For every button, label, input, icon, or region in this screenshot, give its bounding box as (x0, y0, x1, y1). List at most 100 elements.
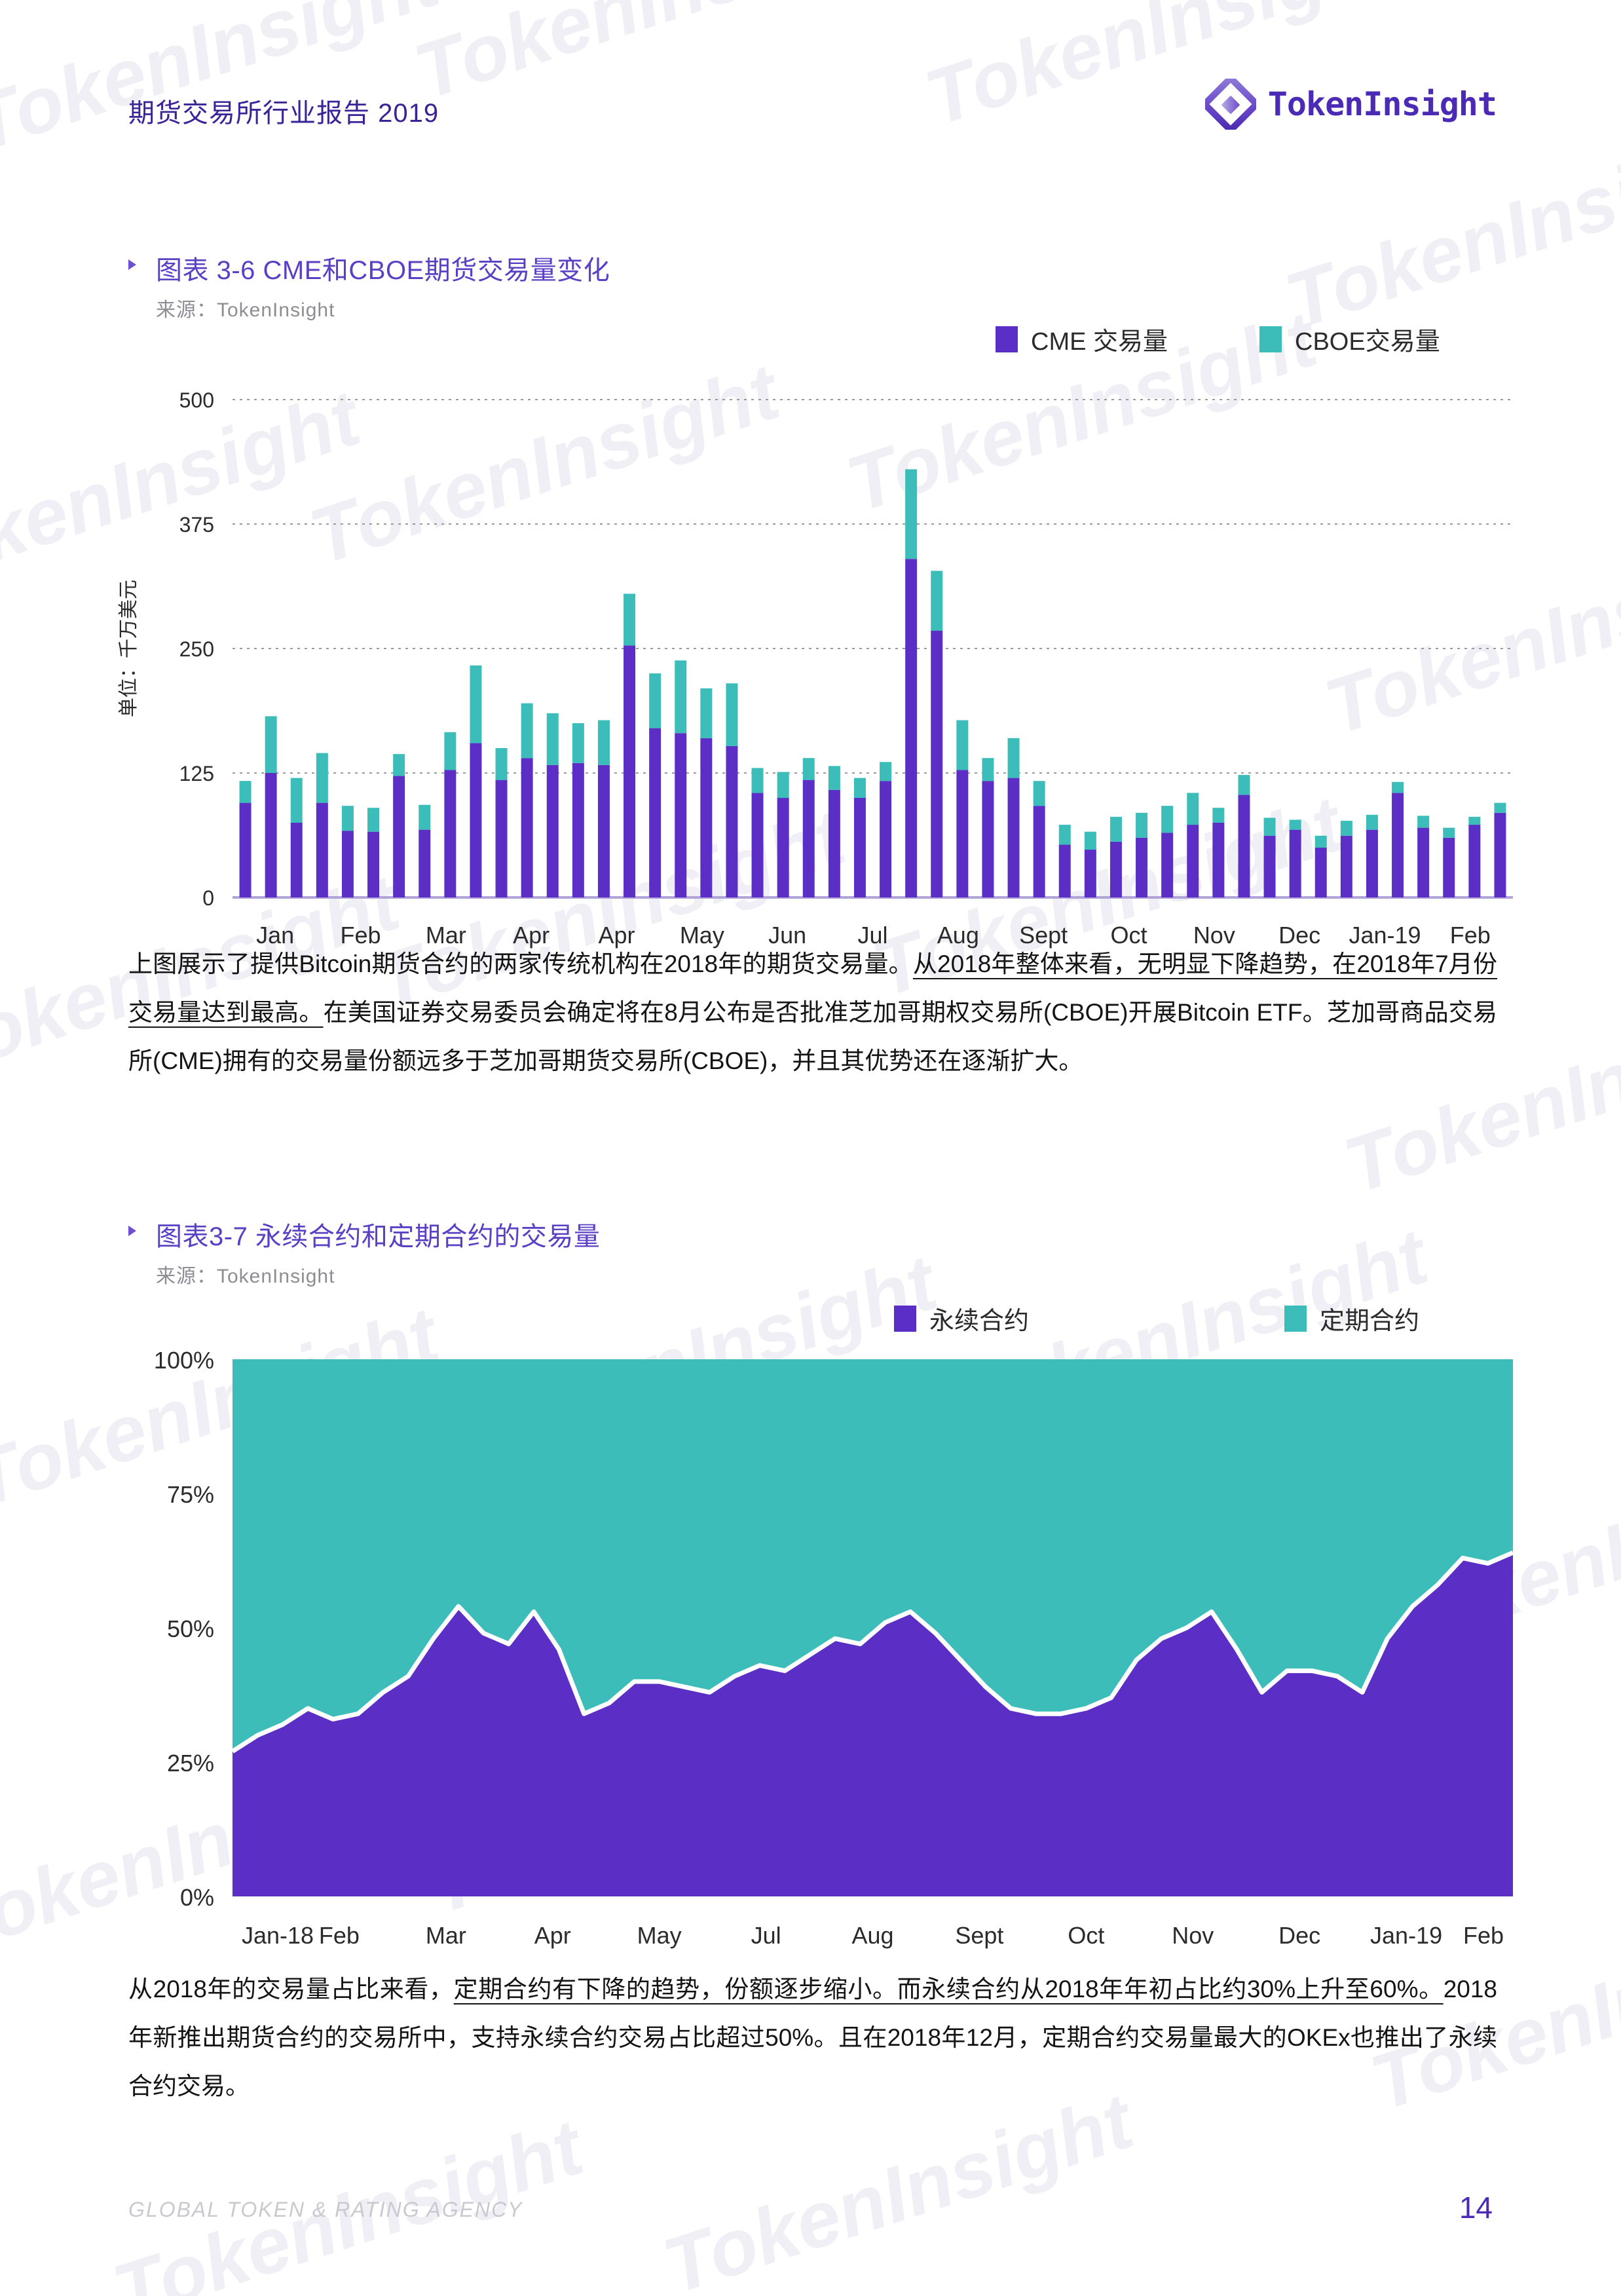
bar-segment-cme (853, 798, 866, 897)
bar-segment-cboe (1161, 806, 1174, 833)
x-tick-label: Jan-19 (1370, 1922, 1442, 1949)
bar-segment-cme (1058, 844, 1071, 897)
bar-segment-cme (316, 802, 328, 897)
bar-segment-cboe (1058, 825, 1071, 845)
bar-segment-cboe (905, 469, 918, 559)
figure-3-6-source: 来源：TokenInsight (156, 299, 335, 321)
legend-swatch-icon (1284, 1305, 1307, 1332)
x-tick-label: Feb (1463, 1922, 1504, 1949)
bar-segment-cme (1417, 827, 1430, 897)
para2-underlined: 定期合约有下降的趋势，份额逐步缩小。而永续合约从2018年年初占比约30%上升至… (453, 1976, 1444, 2003)
bar-segment-cboe (880, 762, 892, 781)
y-tick-label: 0 (202, 886, 214, 910)
bar-segment-cboe (1468, 816, 1481, 825)
bar-segment-cme (931, 630, 943, 897)
bar-segment-cme (495, 780, 508, 897)
bar-segment-cboe (931, 571, 943, 631)
legend-swatch-icon (1259, 326, 1282, 352)
figure-3-6-title: 图表 3-6 CME和CBOE期货交易量变化 (156, 256, 610, 285)
bar-segment-cboe (341, 806, 354, 831)
bar-segment-cboe (265, 716, 277, 773)
bar-segment-cme (624, 645, 636, 897)
figure-3-6-chart: 单位：千万美元 0 125 250 375 500 Jan Feb Mar Apr Apr May Ju… (118, 380, 1519, 1025)
x-tick-label: Sept (1019, 922, 1068, 949)
legend-item-fixed-term: 定期合约 (1284, 1300, 1419, 1336)
bar-segment-cme (1238, 795, 1250, 897)
x-tick-label: Feb (319, 1922, 360, 1949)
bar-segment-cme (1289, 829, 1301, 897)
x-tick-label: Jan-19 (1349, 922, 1421, 949)
bar-segment-cboe (982, 758, 994, 781)
figure-3-6-heading: 图表 3-6 CME和CBOE期货交易量变化 来源：TokenInsight (128, 249, 610, 322)
page-footer: GLOBAL TOKEN & RATING AGENCY 14 (0, 2152, 1621, 2296)
bar-segment-cboe (367, 808, 380, 832)
bar-segment-cboe (1263, 818, 1276, 836)
bar-segment-cme (1263, 835, 1276, 897)
bar-segment-cboe (1084, 831, 1096, 850)
y-tick-label: 375 (179, 513, 214, 536)
para1-part2: 在美国证券交易委员会确定将在8月公布是否批准芝加哥期权交易所(CBOE)开展Bi… (128, 999, 1498, 1074)
bar-segment-cboe (777, 772, 789, 798)
bar-segment-cme (828, 789, 840, 897)
y-tick-label: 250 (179, 637, 214, 661)
x-tick-label: Jul (857, 922, 887, 949)
bar-segment-cme (1187, 825, 1199, 897)
bar-segment-cboe (1417, 816, 1430, 828)
bar-segment-cboe (316, 753, 328, 803)
bar-segment-cboe (675, 660, 687, 734)
bar-segment-cme (956, 770, 969, 897)
bar-segment-cboe (853, 778, 866, 798)
bar-segment-cme (1033, 806, 1045, 897)
bar-segment-cboe (521, 703, 533, 759)
x-tick-label: Feb (340, 922, 381, 949)
bar-segment-cme (700, 738, 713, 897)
x-tick-label: Nov (1193, 922, 1235, 949)
bar-segment-cboe (1366, 814, 1378, 830)
brand-logo: TokenInsight (1202, 75, 1497, 133)
y-tick-label: 0% (180, 1884, 214, 1911)
series-boundary-line (231, 1550, 1514, 1754)
bar-segment-cme (1084, 850, 1096, 897)
brand-name: TokenInsight (1267, 85, 1497, 123)
x-tick-label: May (637, 1922, 682, 1949)
y-tick-label: 100% (154, 1347, 214, 1374)
legend-swatch-icon (894, 1305, 916, 1332)
bar-segment-cme (572, 762, 584, 897)
bar-segment-cme (367, 831, 380, 897)
x-tick-label: Feb (1450, 922, 1491, 949)
bar-segment-cme (1314, 848, 1327, 897)
bullet-icon (128, 259, 136, 270)
bar-segment-cme (982, 781, 994, 897)
bar-segment-cme (1007, 778, 1020, 897)
bar-segment-cboe (470, 665, 482, 743)
bar-segment-cme (1340, 835, 1352, 897)
x-tick-label: Nov (1172, 1922, 1214, 1949)
bar-segment-cme (239, 802, 252, 897)
x-tick-label: Apr (513, 922, 550, 949)
bar-segment-cme (341, 831, 354, 897)
bar-segment-cboe (751, 768, 764, 793)
x-tick-label: Apr (534, 1922, 571, 1949)
bar-segment-cboe (1212, 808, 1225, 823)
bar-segment-cboe (290, 778, 303, 823)
x-tick-label: Mar (426, 922, 466, 949)
bar-segment-cboe (1136, 812, 1148, 838)
bar-segment-cme (726, 745, 738, 897)
bar-segment-cme (1366, 829, 1378, 897)
x-tick-label: Jun (768, 922, 806, 949)
bar-segment-cboe (1033, 781, 1045, 806)
bullet-icon (128, 1226, 136, 1236)
x-tick-label: Mar (426, 1922, 466, 1949)
bar-segment-cme (880, 781, 892, 897)
figure-3-7-heading: 图表3-7 永续合约和定期合约的交易量 来源：TokenInsight (128, 1215, 600, 1289)
legend-item-cme: CME 交易量 (996, 321, 1168, 357)
x-tick-label: Aug (937, 922, 979, 949)
bar-segment-cme (521, 758, 533, 897)
bar-segment-cme (393, 776, 405, 897)
figure-3-6-legend: CME 交易量 CBOE交易量 (996, 321, 1440, 357)
y-tick-label: 75% (167, 1481, 214, 1508)
page-number: 14 (1459, 2191, 1493, 2225)
bar-segment-cme (290, 823, 303, 897)
bar-segment-cme (802, 780, 815, 897)
